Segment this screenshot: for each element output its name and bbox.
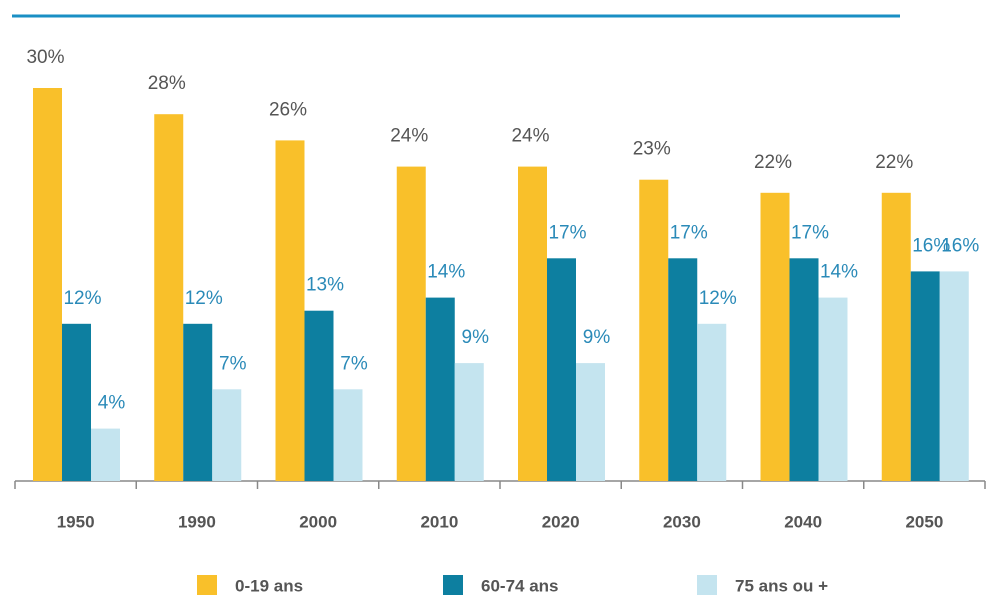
bar [939,271,969,481]
value-label: 30% [26,47,64,68]
bar [396,166,426,481]
value-label: 7% [219,353,247,374]
bar [576,363,605,481]
value-label: 12% [699,288,737,309]
value-label: 16% [941,235,979,256]
bar [333,389,363,481]
value-label: 9% [462,327,490,348]
bar [62,323,91,481]
x-tick-label: 2000 [299,512,337,531]
bar [639,179,669,481]
bar [518,166,547,481]
bar [454,363,484,481]
x-tick-label: 2040 [784,512,822,531]
bar [183,323,213,481]
value-label: 7% [340,353,368,374]
value-label: 9% [583,327,611,348]
x-tick-label: 1990 [178,512,216,531]
value-label: 12% [63,288,101,309]
value-label: 14% [427,262,465,283]
x-tick-label: 2030 [663,512,701,531]
bar [910,271,940,481]
legend-swatch [697,575,717,595]
value-label: 24% [390,126,428,147]
value-label: 22% [875,152,913,173]
bar [547,258,576,481]
bar [275,140,305,481]
value-label: 12% [185,288,223,309]
legend-label: 75 ans ou + [735,576,828,595]
value-label: 24% [511,126,549,147]
legend-swatch [443,575,463,595]
value-label: 14% [820,262,858,283]
x-tick-label: 1950 [57,512,95,531]
bar [154,114,184,481]
legend-swatch [197,575,217,595]
bar [33,88,62,481]
value-label: 17% [548,222,586,243]
x-tick-label: 2010 [420,512,458,531]
value-label: 23% [633,139,671,160]
bar [881,192,911,482]
value-label: 16% [912,235,950,256]
value-label: 26% [269,99,307,120]
value-label: 4% [98,393,126,414]
value-label: 22% [754,152,792,173]
bar [668,258,698,481]
value-label: 13% [306,275,344,296]
bar [818,297,848,481]
bar [212,389,242,481]
x-tick-label: 2050 [905,512,943,531]
value-label: 28% [148,73,186,94]
bar [91,428,120,481]
bar [697,323,727,481]
bar [425,297,455,481]
bar [789,258,819,481]
bar [304,310,334,481]
value-label: 17% [670,222,708,243]
value-label: 17% [791,222,829,243]
legend-label: 60-74 ans [481,576,559,595]
legend-label: 0-19 ans [235,576,303,595]
x-tick-label: 2020 [542,512,580,531]
bar [760,192,790,482]
